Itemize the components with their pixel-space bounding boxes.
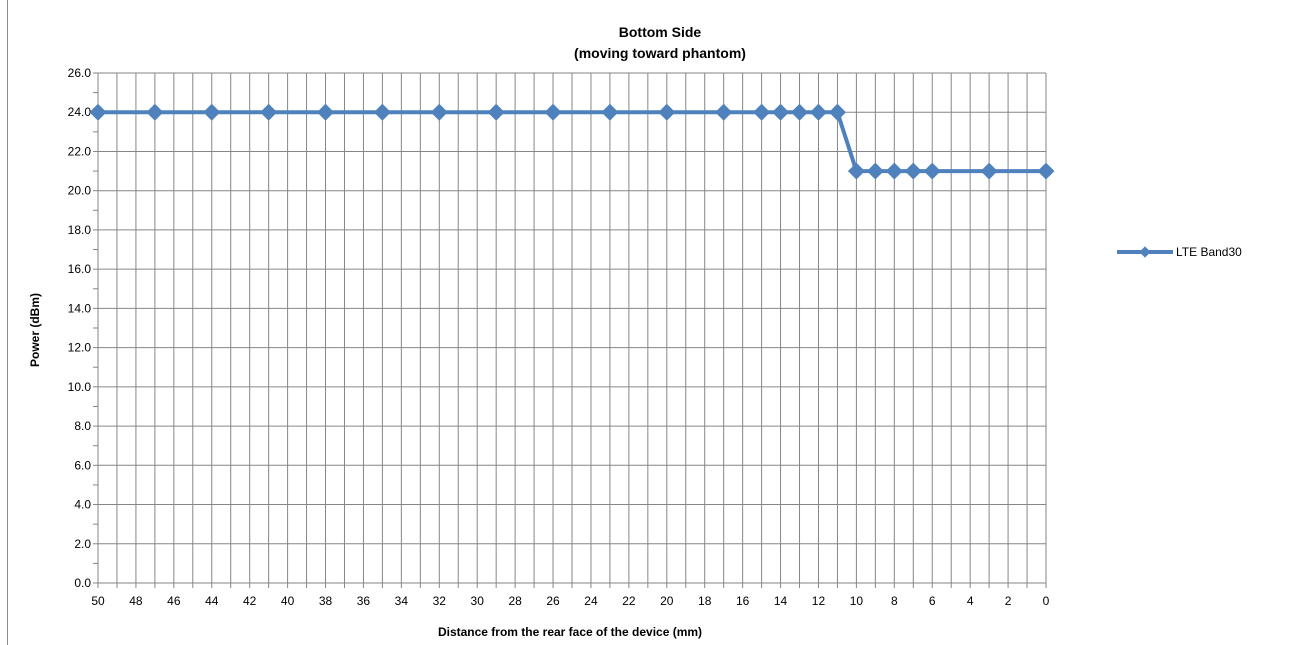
data-point [544,103,562,121]
x-tick-label: 8 [891,594,898,608]
x-tick-label: 48 [129,594,143,608]
legend: LTE Band30 [1117,245,1242,259]
data-point [601,103,619,121]
x-tick-label: 44 [205,594,219,608]
x-tick-label: 42 [243,594,257,608]
x-tick-label: 20 [660,594,674,608]
data-point [146,103,164,121]
x-tick-labels: 50 48 46 44 42 40 38 36 34 32 30 28 26 24 22 20 18 16 14 12… [91,594,1049,608]
data-point [847,162,865,180]
data-point [260,103,278,121]
data-point [1037,162,1055,180]
axes [93,72,1047,588]
x-tick-label: 10 [850,594,864,608]
y-tick-label: 26.0 [68,66,92,80]
data-point [658,103,676,121]
y-tick-label: 22.0 [68,144,92,158]
y-tick-label: 18.0 [68,223,92,237]
data-point [430,103,448,121]
data-point [791,103,809,121]
y-tick-labels: 0.0 2.0 4.0 6.0 8.0 10.0 12.0 14.0 16.0 18.0 20.0 2… [68,66,92,590]
x-tick-label: 28 [508,594,522,608]
data-point [866,162,884,180]
chart-title: Bottom Side [619,24,702,40]
data-point [203,103,221,121]
x-tick-label: 30 [471,594,485,608]
x-tick-label: 26 [546,594,560,608]
y-tick-label: 14.0 [68,301,92,315]
data-point [772,103,790,121]
x-tick-label: 14 [774,594,788,608]
y-tick-label: 8.0 [74,419,91,433]
data-point [753,103,771,121]
x-tick-label: 36 [357,594,371,608]
x-tick-label: 0 [1043,594,1050,608]
x-tick-label: 12 [812,594,826,608]
legend-marker-diamond [1139,246,1151,258]
x-tick-label: 46 [167,594,181,608]
x-tick-label: 40 [281,594,295,608]
x-tick-label: 32 [433,594,447,608]
data-point [885,162,903,180]
x-tick-label: 2 [1005,594,1012,608]
data-point [373,103,391,121]
y-tick-label: 4.0 [74,498,91,512]
x-tick-label: 4 [967,594,974,608]
data-point [828,103,846,121]
x-tick-label: 18 [698,594,712,608]
data-point [904,162,922,180]
y-tick-label: 0.0 [74,576,91,590]
x-tick-label: 16 [736,594,750,608]
y-tick-label: 16.0 [68,262,92,276]
legend-label-lte-band30: LTE Band30 [1176,245,1242,259]
chart-subtitle: (moving toward phantom) [574,45,746,61]
data-point [980,162,998,180]
data-point [809,103,827,121]
x-tick-label: 22 [622,594,636,608]
chart-frame [7,0,1302,645]
data-point [923,162,941,180]
y-tick-label: 20.0 [68,184,92,198]
y-tick-label: 10.0 [68,380,92,394]
data-point [89,103,107,121]
series-group [89,103,1055,180]
x-axis-title: Distance from the rear face of the devic… [438,625,702,639]
x-tick-label: 50 [91,594,105,608]
data-point [487,103,505,121]
y-tick-label: 12.0 [68,341,92,355]
y-axis-title: Power (dBm) [28,293,42,367]
data-point [715,103,733,121]
data-point [317,103,335,121]
x-tick-label: 24 [584,594,598,608]
x-tick-label: 6 [929,594,936,608]
x-tick-label: 38 [319,594,333,608]
grid-lines [97,72,1047,584]
y-tick-label: 24.0 [68,105,92,119]
y-tick-label: 2.0 [74,537,91,551]
y-tick-label: 6.0 [74,458,91,472]
x-tick-label: 34 [395,594,409,608]
